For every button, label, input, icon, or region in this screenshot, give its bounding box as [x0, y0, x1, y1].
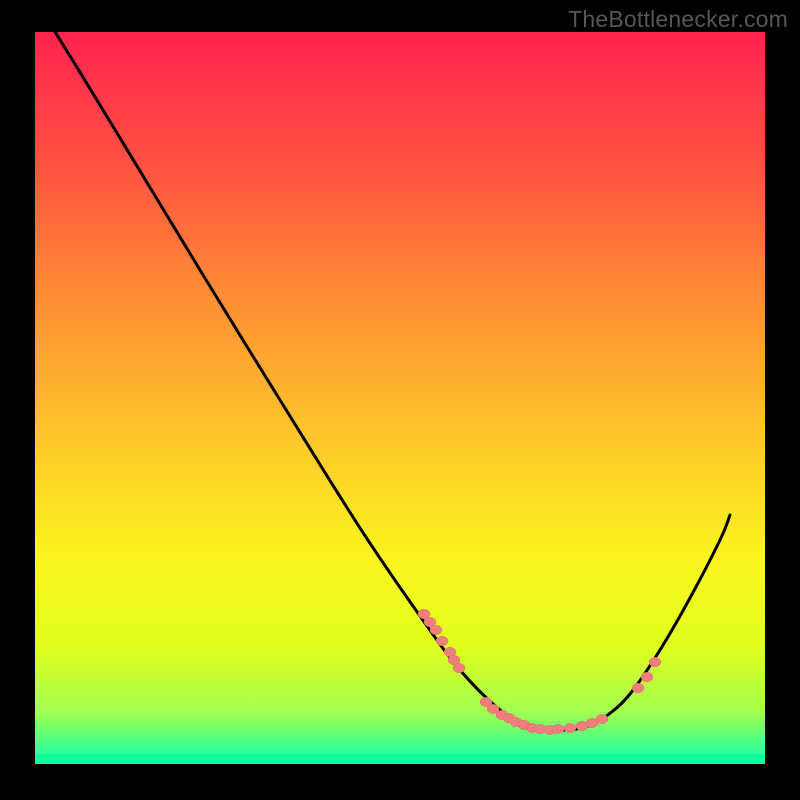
marker-dot — [453, 663, 465, 673]
brand-label: TheBottlenecker.com — [568, 6, 788, 33]
marker-dot — [632, 683, 644, 693]
marker-dot — [430, 625, 442, 635]
marker-dot — [552, 724, 564, 734]
curve-overlay — [35, 32, 765, 764]
marker-dot — [641, 672, 653, 682]
marker-dot — [564, 723, 576, 733]
marker-dot — [649, 657, 661, 667]
marker-dot — [596, 714, 608, 724]
chart-stage: TheBottlenecker.com — [0, 0, 800, 800]
marker-dot — [436, 636, 448, 646]
plot-area — [35, 32, 765, 764]
v-curve — [35, 0, 730, 730]
markers-group — [418, 609, 661, 735]
